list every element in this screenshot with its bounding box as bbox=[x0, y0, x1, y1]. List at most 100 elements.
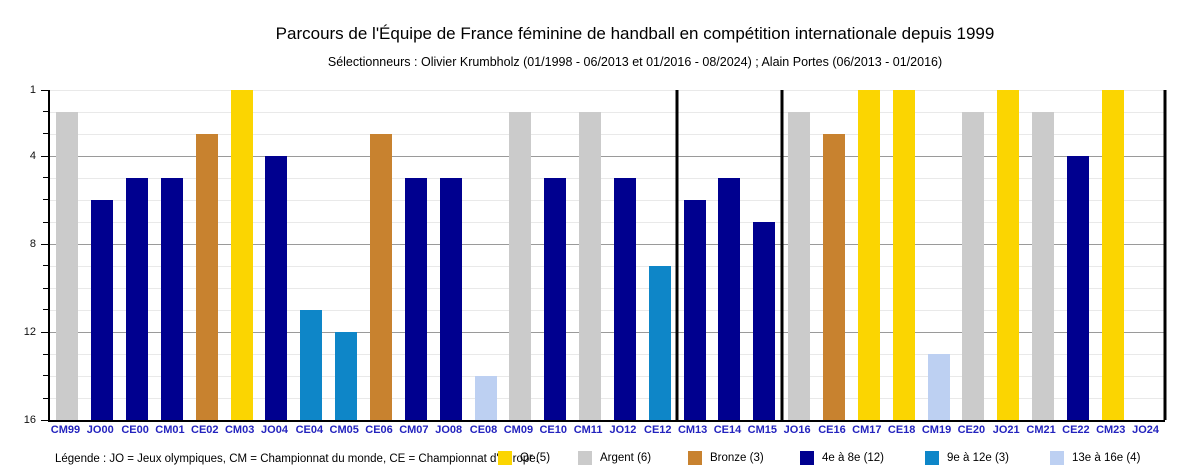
bar-CE16 bbox=[822, 134, 845, 420]
bar-CE08 bbox=[474, 376, 497, 420]
x-axis-labels: CM99 JO00 CE00 CM01 CE02 CM03 JO04 CE04 CM05 CE06… bbox=[48, 424, 1163, 440]
x-axis-label-JO24: JO24 bbox=[1132, 424, 1160, 436]
x-axis-label-CE22: CE22 bbox=[1062, 424, 1090, 436]
x-axis-label-CM15: CM15 bbox=[747, 424, 777, 436]
bar-CM13 bbox=[683, 200, 706, 420]
grid-line bbox=[50, 310, 1165, 311]
legend-label: Bronze (3) bbox=[710, 452, 764, 464]
x-axis-label-CE04: CE04 bbox=[295, 424, 324, 436]
bar-CM07 bbox=[404, 178, 427, 420]
bar-CE06 bbox=[370, 134, 393, 420]
y-axis-tick bbox=[41, 243, 48, 245]
bar-CE02 bbox=[195, 134, 218, 420]
legend-swatch-icon bbox=[688, 451, 702, 465]
legend-label: 4e à 8e (12) bbox=[822, 452, 885, 464]
legend-label: 13e à 16e (4) bbox=[1072, 452, 1141, 464]
x-axis-label-CE10: CE10 bbox=[539, 424, 567, 436]
legend-swatch-icon bbox=[1050, 451, 1064, 465]
x-axis-label-CE16: CE16 bbox=[818, 424, 846, 436]
bar-JO00 bbox=[91, 200, 114, 420]
legend-item: 9e à 12e (3) bbox=[925, 451, 1009, 465]
bar-CM23 bbox=[1101, 90, 1124, 420]
grid-line bbox=[50, 376, 1165, 377]
bar-CE22 bbox=[1066, 156, 1089, 420]
bar-CE00 bbox=[126, 178, 149, 420]
x-axis-label-CE08: CE08 bbox=[469, 424, 498, 436]
legend-item: 4e à 8e (12) bbox=[800, 451, 884, 465]
legend-item: Argent (6) bbox=[578, 451, 651, 465]
x-axis-label-CM07: CM07 bbox=[399, 424, 429, 436]
y-axis-tick-label: 16 bbox=[23, 414, 36, 426]
bar-CM19 bbox=[927, 354, 950, 420]
y-axis-tick bbox=[43, 287, 48, 289]
y-axis-tick bbox=[41, 89, 48, 91]
y-axis-tick bbox=[43, 265, 48, 267]
x-axis-label-CE12: CE12 bbox=[644, 424, 672, 436]
bar-CM09 bbox=[509, 112, 532, 420]
y-axis-tick-label: 4 bbox=[29, 150, 36, 162]
bar-CM03 bbox=[230, 90, 253, 420]
x-axis-label-CE18: CE18 bbox=[887, 424, 916, 436]
coach-separator bbox=[780, 90, 784, 420]
legend-swatch-icon bbox=[800, 451, 814, 465]
bar-CE10 bbox=[544, 178, 567, 420]
y-axis-tick bbox=[41, 155, 48, 157]
grid-line bbox=[50, 288, 1165, 289]
x-axis-label-CM09: CM09 bbox=[503, 424, 534, 436]
bar-CM21 bbox=[1032, 112, 1055, 420]
grid-line bbox=[50, 398, 1165, 399]
bar-CE20 bbox=[962, 112, 985, 420]
legend-swatch-icon bbox=[578, 451, 592, 465]
bar-JO12 bbox=[613, 178, 636, 420]
x-axis-label-JO08: JO08 bbox=[435, 424, 463, 436]
x-axis-label-CE06: CE06 bbox=[365, 424, 393, 436]
y-axis-tick bbox=[43, 111, 48, 113]
y-axis-tick-label: 8 bbox=[29, 238, 36, 250]
x-axis-label-CE00: CE00 bbox=[121, 424, 149, 436]
legend-swatch-icon bbox=[925, 451, 939, 465]
x-axis-label-CM99: CM99 bbox=[50, 424, 81, 436]
bar-CE12 bbox=[648, 266, 671, 420]
grid-line bbox=[50, 200, 1165, 201]
chart-subtitle: Sélectionneurs : Olivier Krumbholz (01/1… bbox=[327, 55, 943, 69]
bar-JO21 bbox=[997, 90, 1020, 420]
y-axis-tick bbox=[43, 375, 48, 377]
grid-line bbox=[50, 156, 1165, 157]
grid-line bbox=[50, 90, 1165, 91]
x-axis-label-JO04: JO04 bbox=[261, 424, 288, 436]
y-axis-tick-label: 1 bbox=[29, 84, 36, 96]
grid-line bbox=[50, 244, 1165, 245]
y-axis-tick bbox=[43, 133, 48, 135]
x-axis-label-CM05: CM05 bbox=[329, 424, 359, 436]
y-axis-tick bbox=[43, 397, 48, 399]
plot-area bbox=[41, 89, 1167, 422]
x-axis-label-JO00: JO00 bbox=[86, 424, 114, 436]
legend-swatch-icon bbox=[498, 451, 512, 465]
legend-item: Bronze (3) bbox=[688, 451, 764, 465]
legend-label: Or (5) bbox=[520, 452, 551, 464]
legend-label: Argent (6) bbox=[600, 452, 652, 464]
bar-JO16 bbox=[788, 112, 811, 420]
y-axis-tick bbox=[43, 221, 48, 223]
x-axis-label-CM11: CM11 bbox=[573, 424, 603, 436]
bar-CM15 bbox=[753, 222, 776, 420]
x-axis-label-CM19: CM19 bbox=[921, 424, 952, 436]
grid-line bbox=[50, 222, 1165, 223]
legend-item: 13e à 16e (4) bbox=[1050, 451, 1140, 465]
x-axis-label-CM17: CM17 bbox=[852, 424, 882, 436]
grid-line bbox=[50, 266, 1165, 267]
y-axis-tick bbox=[43, 199, 48, 201]
bar-JO08 bbox=[439, 178, 462, 420]
x-axis-label-CE14: CE14 bbox=[713, 424, 742, 436]
bar-CE04 bbox=[300, 310, 323, 420]
coach-separator bbox=[1163, 90, 1167, 420]
grid-line bbox=[50, 178, 1165, 179]
bar-CE14 bbox=[718, 178, 741, 420]
x-axis-label-CE02: CE02 bbox=[191, 424, 219, 436]
y-axis-tick bbox=[43, 177, 48, 179]
x-axis-label-CM21: CM21 bbox=[1026, 424, 1056, 436]
bar-CM17 bbox=[857, 90, 880, 420]
y-axis-tick bbox=[43, 309, 48, 311]
legend: Légende : JO = Jeux olympiques, CM = Cha… bbox=[0, 448, 1200, 472]
x-axis-label-CM01: CM01 bbox=[155, 424, 185, 436]
